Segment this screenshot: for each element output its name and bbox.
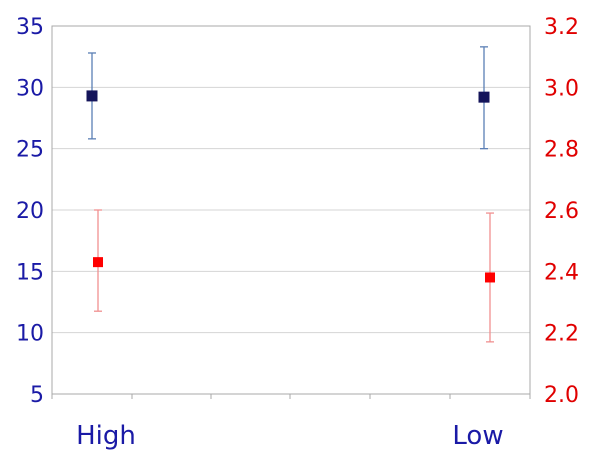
right-y-tick-label: 3.0	[544, 76, 579, 101]
right-y-tick-label: 2.0	[544, 383, 579, 408]
category-axis: High Low	[76, 421, 503, 451]
right-y-axis: 2.0 2.2 2.4 2.6 2.8 3.0 3.2	[544, 15, 579, 408]
left-y-tick-label: 35	[16, 15, 44, 40]
left-series-point-high	[86, 52, 98, 140]
left-y-tick-label: 30	[16, 76, 44, 101]
plot-area-frame	[51, 25, 531, 395]
left-y-tick-label: 25	[16, 138, 44, 163]
right-y-tick-label: 3.2	[544, 15, 579, 40]
left-y-axis: 5 10 15 20 25 30 35	[16, 15, 44, 408]
right-y-tick-label: 2.2	[544, 322, 579, 347]
x-axis-minor-ticks	[51, 394, 531, 399]
right-y-tick-label: 2.4	[544, 260, 579, 285]
left-y-tick-label: 5	[30, 383, 44, 408]
right-series-point-high	[93, 209, 103, 312]
category-label: Low	[452, 421, 503, 451]
series-layer	[86, 46, 495, 343]
data-marker	[86, 90, 98, 102]
data-marker	[485, 272, 495, 283]
data-marker	[93, 257, 103, 268]
right-y-tick-label: 2.6	[544, 199, 579, 224]
grid-lines	[52, 25, 530, 334]
left-y-tick-label: 15	[16, 260, 44, 285]
data-marker	[478, 91, 490, 103]
left-y-tick-label: 20	[16, 199, 44, 224]
right-series-point-low	[485, 212, 495, 343]
right-y-tick-label: 2.8	[544, 138, 579, 163]
left-y-tick-label: 10	[16, 322, 44, 347]
left-series-point-low	[478, 46, 490, 150]
category-label: High	[76, 421, 136, 451]
